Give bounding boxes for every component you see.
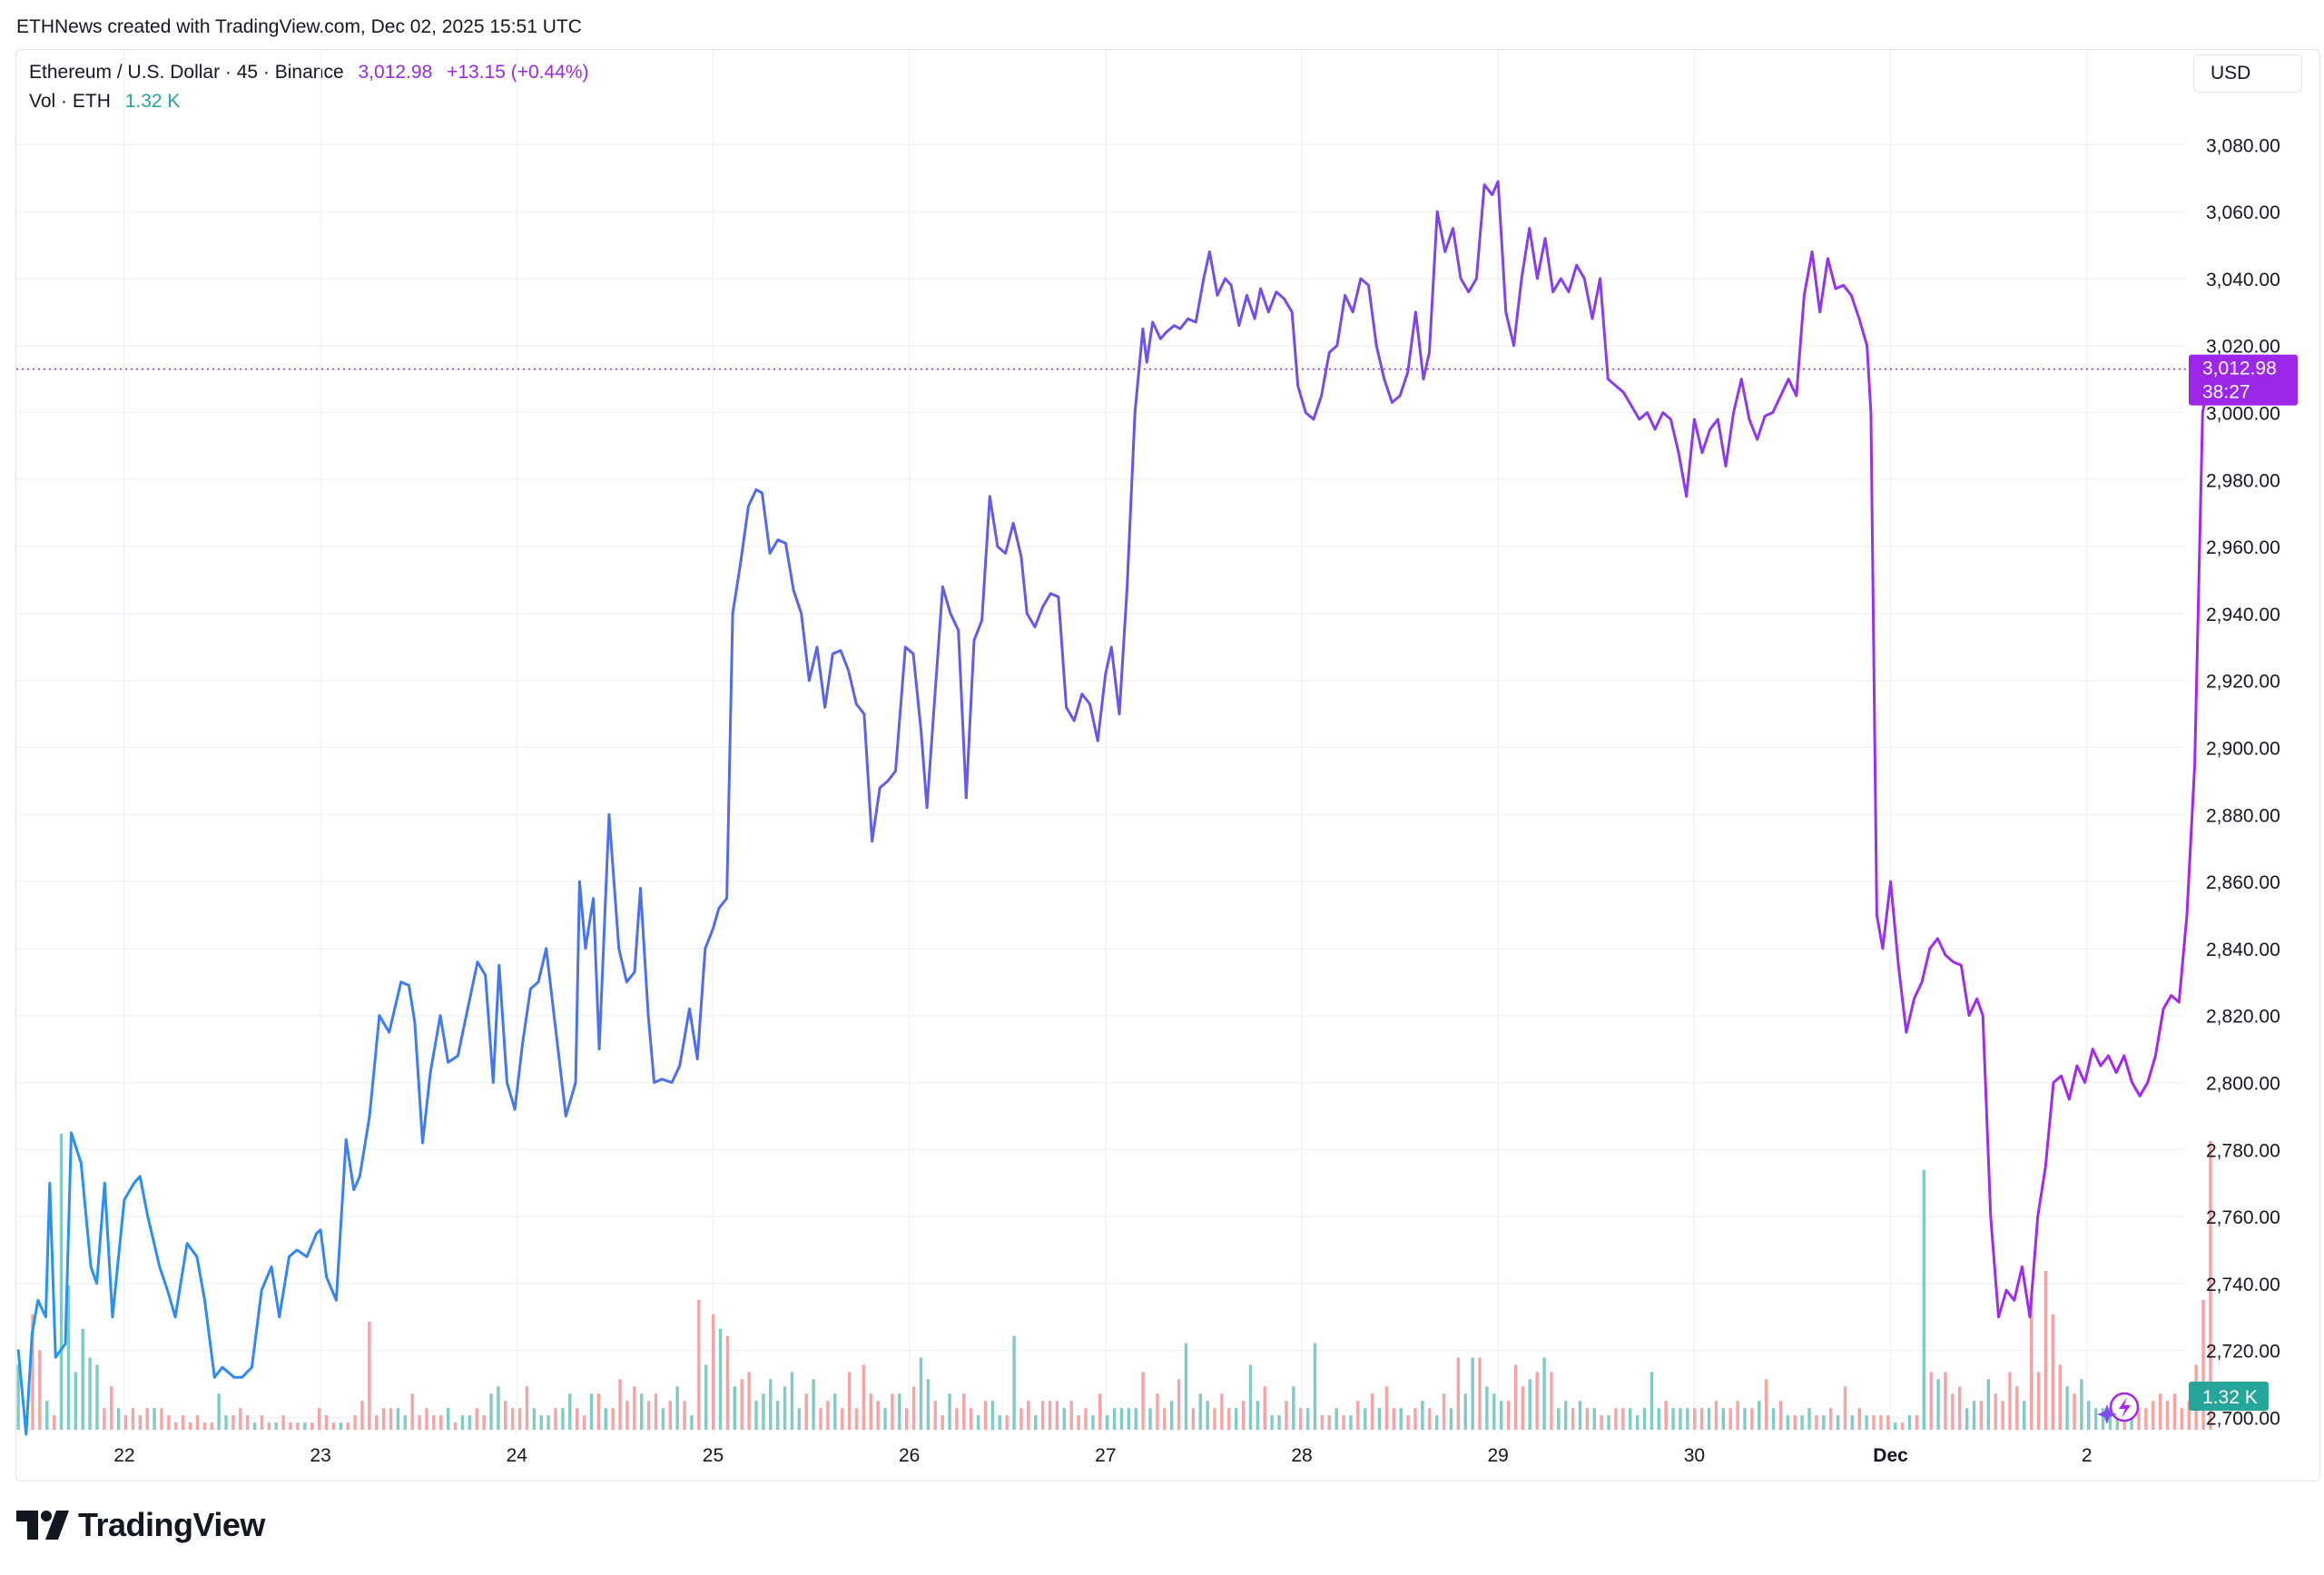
symbol-legend[interactable]: Ethereum / U.S. Dollar · 45 · Binance 3,… — [29, 62, 598, 84]
legend-change: +13.15 (+0.44%) — [447, 62, 589, 83]
symbol-name: Ethereum / U.S. Dollar · 45 · Binance — [29, 62, 344, 83]
volume-legend-label: Vol · ETH — [29, 91, 111, 112]
tradingview-logo-text: TradingView — [78, 1506, 265, 1543]
legend-price: 3,012.98 — [358, 62, 433, 83]
tradingview-logo-icon — [16, 1511, 69, 1540]
currency-button[interactable]: USD — [2193, 54, 2302, 93]
chart-caption: ETHNews created with TradingView.com, De… — [16, 16, 582, 37]
chart-panel — [15, 49, 2320, 1481]
volume-legend[interactable]: Vol · ETH 1.32 K — [29, 91, 189, 113]
volume-legend-value: 1.32 K — [124, 91, 181, 112]
tradingview-logo[interactable]: TradingView — [16, 1506, 265, 1543]
